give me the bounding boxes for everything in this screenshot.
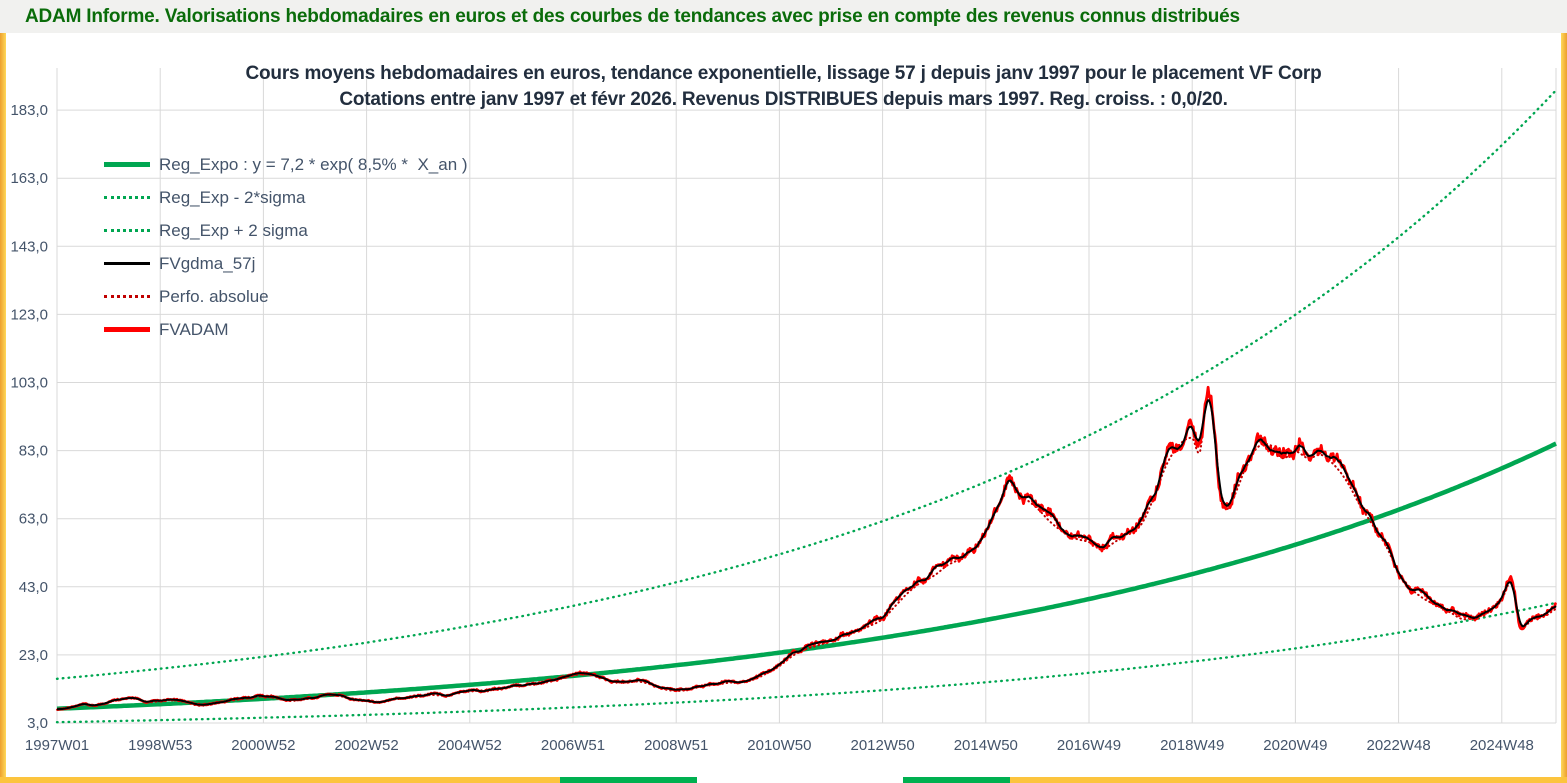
y-tick-label: 3,0 — [27, 715, 48, 732]
axis-labels: 3,0 23,0 43,0 63,0 83,0 103,0 123,0 143,0 163,0 1… — [10, 102, 1533, 754]
chart-title: Cours moyens hebdomadaires en euros, ten… — [0, 61, 1567, 113]
chart-title-line2: Cotations entre janv 1997 et févr 2026. … — [339, 89, 1228, 110]
x-tick-label: 2012W50 — [850, 737, 914, 754]
x-tick-label: 1998W53 — [128, 737, 192, 754]
legend-sample-perfo-absolue — [104, 295, 150, 298]
y-tick-label: 63,0 — [19, 511, 48, 528]
x-tick-label: 2000W52 — [231, 737, 295, 754]
x-tick-label: 1997W01 — [25, 737, 89, 754]
x-tick-label: 2022W48 — [1366, 737, 1430, 754]
legend-sample-fvadam — [104, 327, 150, 332]
y-tick-label: 43,0 — [19, 579, 48, 596]
series-fvgdma-57j-line — [56, 399, 1557, 711]
bottom-strip-green-1 — [560, 777, 697, 783]
left-border-strip — [0, 0, 6, 783]
legend-item-fvgdma-57j: FVgdma_57j — [104, 247, 468, 280]
legend-sample-reg-exp-2-sigma — [104, 229, 150, 232]
bottom-strip-green-2 — [903, 777, 1010, 783]
legend-item-reg-exp-2-sigma: Reg_Exp + 2 sigma — [104, 214, 468, 247]
legend-label: Reg_Exp - 2*sigma — [159, 187, 306, 207]
x-tick-label: 2016W49 — [1057, 737, 1121, 754]
bottom-strip-yellow-2 — [1010, 777, 1567, 783]
x-tick-label: 2024W48 — [1470, 737, 1534, 754]
y-tick-label: 83,0 — [19, 443, 48, 460]
chart-legend: Reg_Expo : y = 7,2 * exp( 8,5% * X_an ) R… — [104, 148, 468, 346]
app-header-title: ADAM Informe. Valorisations hebdomadaire… — [25, 6, 1240, 27]
legend-label: Reg_Expo : y = 7,2 * exp( 8,5% * X_an ) — [159, 154, 468, 174]
legend-sample-reg-exp-2-sigma — [104, 196, 150, 199]
right-border-strip — [1561, 0, 1567, 783]
y-tick-label: 163,0 — [10, 170, 48, 187]
y-tick-label: 23,0 — [19, 647, 48, 664]
bottom-border-strips — [0, 777, 1567, 783]
y-tick-label: 143,0 — [10, 238, 48, 255]
y-tick-label: 103,0 — [10, 375, 48, 392]
legend-sample-reg-expo-y-7-2-exp-8-5-x-an — [104, 162, 150, 167]
x-tick-label: 2018W49 — [1160, 737, 1224, 754]
legend-label: Reg_Exp + 2 sigma — [159, 220, 308, 240]
chart-title-line1: Cours moyens hebdomadaires en euros, ten… — [245, 63, 1322, 84]
x-tick-label: 2010W50 — [747, 737, 811, 754]
bottom-strip-yellow-1 — [0, 777, 560, 783]
series-perfo-absolue-line — [56, 392, 1557, 711]
legend-item-reg-expo-y-7-2-exp-8-5-x-an: Reg_Expo : y = 7,2 * exp( 8,5% * X_an ) — [104, 148, 468, 181]
series-reg-exp-2-sigma-line — [55, 601, 1558, 724]
y-tick-label: 123,0 — [10, 306, 48, 323]
legend-item-reg-exp-2-sigma: Reg_Exp - 2*sigma — [104, 181, 468, 214]
x-tick-label: 2002W52 — [334, 737, 398, 754]
legend-item-perfo-absolue: Perfo. absolue — [104, 280, 468, 313]
x-tick-label: 2020W49 — [1263, 737, 1327, 754]
x-tick-label: 2006W51 — [541, 737, 605, 754]
legend-label: FVgdma_57j — [159, 253, 256, 273]
series-fvadam-line — [56, 385, 1558, 711]
bottom-strip-gap — [697, 777, 903, 783]
y-tick-label: 183,0 — [10, 102, 48, 119]
x-tick-label: 2008W51 — [644, 737, 708, 754]
series-reg-expo-y-7-2-exp-8-5-x-an-line — [56, 441, 1557, 711]
x-tick-label: 2014W50 — [954, 737, 1018, 754]
legend-label: Perfo. absolue — [159, 286, 269, 306]
legend-label: FVADAM — [159, 319, 229, 339]
gridlines — [56, 68, 1557, 724]
app-header: ADAM Informe. Valorisations hebdomadaire… — [0, 0, 1567, 33]
legend-sample-fvgdma-57j — [104, 262, 150, 265]
x-tick-label: 2004W52 — [438, 737, 502, 754]
legend-item-fvadam: FVADAM — [104, 313, 468, 346]
